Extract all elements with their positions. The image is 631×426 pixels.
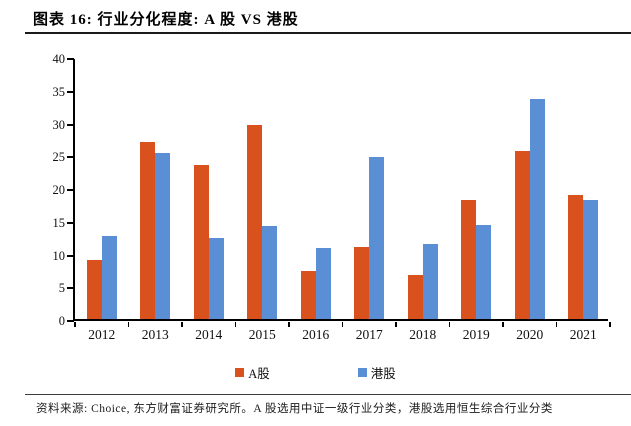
x-axis-label: 2017 (355, 327, 383, 342)
bar-group (407, 244, 438, 319)
x-axis-tick (609, 322, 611, 327)
x-axis-label: 2012 (88, 327, 116, 342)
bar-a-share (300, 271, 316, 319)
y-axis-label: 0 (58, 314, 65, 328)
plot-area: 0 5 10 15 20 25 30 35 40 2012 2013 2014 2015 2016 2017… (53, 52, 611, 342)
x-axis-tick (448, 322, 450, 327)
source-note: 资料来源: Choice, 东方财富证券研究所。A 股选用中证一级行业分类，港股… (36, 403, 553, 415)
y-axis-label: 15 (52, 215, 66, 230)
y-axis-tick (67, 156, 74, 159)
y-axis-label: 10 (52, 248, 66, 263)
x-axis-label: 2016 (302, 327, 330, 342)
x-axis-label: 2018 (409, 327, 437, 342)
x-axis-tick (74, 322, 76, 327)
y-axis-label: 40 (52, 52, 66, 66)
legend-item: A股 (235, 363, 270, 382)
x-axis-label: 2021 (569, 327, 597, 342)
x-axis-tick (341, 322, 343, 327)
bar-group (354, 157, 385, 319)
y-axis-label: 5 (58, 281, 65, 296)
bar-hk-share (208, 238, 224, 319)
legend-swatch (235, 368, 245, 377)
bar-group (86, 235, 117, 319)
bar-hk-share (422, 244, 438, 319)
x-axis-tick (502, 322, 504, 327)
y-axis-tick (67, 287, 74, 290)
bar-hk-share (583, 200, 599, 319)
bar-group (514, 98, 545, 319)
y-axis-tick (67, 221, 74, 224)
y-axis-tick (67, 123, 74, 126)
y-axis-tick (67, 90, 74, 93)
bar-hk-share (155, 153, 171, 319)
x-axis-tick (555, 322, 557, 327)
x-axis-tick (181, 322, 183, 327)
bar-a-share (140, 141, 156, 319)
y-axis-tick (67, 189, 74, 191)
bar-hk-share (101, 235, 117, 319)
footer-divider (25, 394, 631, 395)
y-axis-label: 35 (52, 84, 66, 99)
title-underline (25, 32, 631, 34)
bar-a-share (247, 125, 263, 319)
bar-a-share (407, 274, 423, 319)
x-axis-tick (395, 322, 397, 327)
bar-group (461, 200, 492, 319)
y-axis-tick (67, 320, 74, 322)
bar-a-share (86, 260, 102, 319)
y-axis-tick (67, 254, 74, 257)
bar-group (247, 125, 278, 319)
legend-item: 港股 (357, 363, 396, 382)
bar-a-share (354, 247, 370, 319)
x-axis-label: 2020 (516, 327, 544, 342)
y-axis-label: 25 (52, 150, 66, 165)
x-axis-tick (234, 322, 236, 327)
figure-title: 图表 16: 行业分化程度: A 股 VS 港股 (33, 12, 299, 28)
bar-a-share (193, 165, 209, 319)
bar-a-share (461, 200, 477, 319)
legend-label: 港股 (370, 367, 396, 381)
legend-label: A股 (248, 367, 270, 381)
x-axis-label: 2019 (462, 327, 490, 342)
y-axis-label: 30 (52, 117, 66, 132)
bar-a-share (568, 194, 584, 319)
bar-hk-share (476, 225, 492, 319)
bar-hk-share (315, 248, 331, 319)
legend: A股 港股 (0, 363, 631, 382)
y-axis-label: 20 (52, 183, 66, 197)
bar-group (193, 165, 224, 319)
x-axis-label: 2013 (141, 327, 169, 342)
x-axis-tick (127, 322, 129, 327)
bar-group (568, 194, 599, 319)
legend-swatch (357, 368, 367, 377)
bar-hk-share (529, 98, 545, 319)
bar-group (300, 248, 331, 319)
x-axis-label: 2015 (248, 327, 276, 342)
x-axis-label: 2014 (195, 327, 223, 342)
y-axis-tick (67, 58, 74, 60)
bar-a-share (514, 150, 530, 319)
bar-hk-share (262, 226, 278, 319)
bar-group (140, 141, 171, 319)
x-axis-tick (288, 322, 290, 327)
bar-hk-share (369, 157, 385, 319)
